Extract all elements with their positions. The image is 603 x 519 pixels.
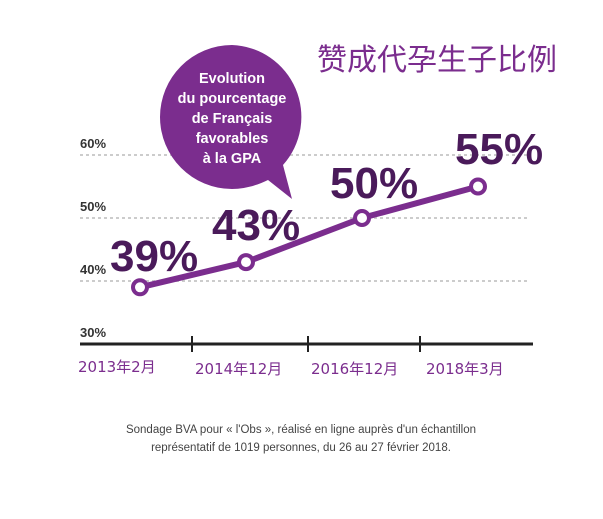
data-points [131,177,487,297]
bubble-line: favorables [196,131,269,147]
chart-title: 赞成代孕生子比例 [317,43,557,78]
x-category-label: 2018年3月 [426,360,504,378]
x-category-label: 2014年12月 [195,360,282,378]
data-point [353,209,371,227]
y-tick-label: 60% [80,136,106,151]
data-label: 39% [110,232,198,281]
annotation-bubble: Evolution du pourcentage de Français fav… [160,45,302,199]
x-category-label: 2013年2月 [78,358,156,376]
bubble-shape [160,45,302,199]
x-category-label: 2016年12月 [311,360,398,378]
bubble-line: à la GPA [203,151,262,167]
bubble-line: de Français [192,111,273,127]
data-point [237,253,255,272]
source-note: représentatif de 1019 personnes, du 26 a… [151,442,451,454]
y-tick-label: 30% [80,325,106,340]
data-label: 50% [330,159,418,208]
data-label: 43% [212,201,300,250]
data-label: 55% [455,125,543,174]
bubble-line: Evolution [199,71,265,87]
source-note: Sondage BVA pour « l'Obs », réalisé en l… [126,424,476,436]
y-tick-label: 40% [80,262,106,277]
bubble-line: du pourcentage [178,91,287,107]
data-point [131,278,149,297]
data-point [469,177,487,196]
y-tick-label: 50% [80,199,106,214]
series-line [137,183,481,291]
